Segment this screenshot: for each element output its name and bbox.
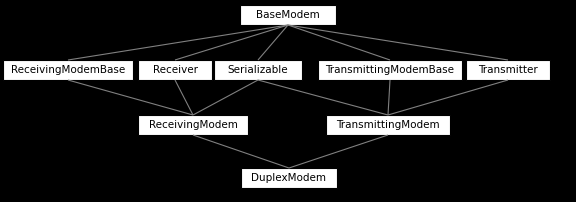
Bar — [326, 115, 450, 135]
Text: TransmittingModemBase: TransmittingModemBase — [325, 65, 454, 75]
Bar — [466, 60, 550, 80]
Bar — [3, 60, 133, 80]
Bar — [138, 115, 248, 135]
Text: Receiver: Receiver — [153, 65, 198, 75]
Bar — [240, 5, 336, 25]
Text: Transmitter: Transmitter — [478, 65, 538, 75]
Bar — [241, 168, 337, 188]
Text: Serializable: Serializable — [228, 65, 289, 75]
Text: ReceivingModemBase: ReceivingModemBase — [11, 65, 125, 75]
Text: TransmittingModem: TransmittingModem — [336, 120, 440, 130]
Bar — [214, 60, 302, 80]
Bar — [318, 60, 462, 80]
Text: BaseModem: BaseModem — [256, 10, 320, 20]
Text: DuplexModem: DuplexModem — [252, 173, 327, 183]
Text: ReceivingModem: ReceivingModem — [149, 120, 237, 130]
Bar — [138, 60, 212, 80]
